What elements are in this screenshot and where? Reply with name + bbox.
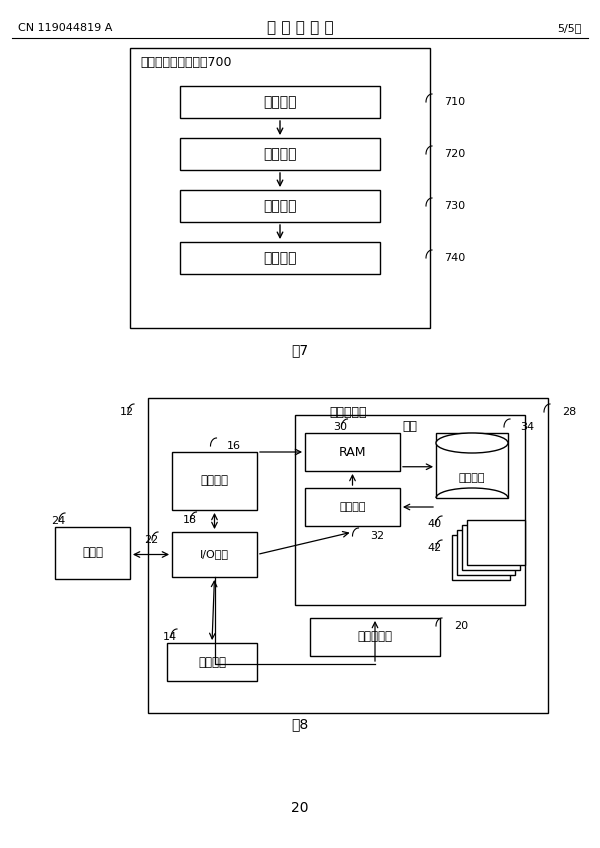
Text: 42: 42 bbox=[428, 543, 442, 553]
Ellipse shape bbox=[436, 433, 508, 453]
Text: I/O接口: I/O接口 bbox=[200, 550, 229, 560]
Text: 显示器: 显示器 bbox=[82, 546, 103, 560]
Text: 16: 16 bbox=[227, 441, 241, 451]
Text: 730: 730 bbox=[444, 201, 465, 211]
Text: 处理单元: 处理单元 bbox=[200, 475, 229, 488]
Text: 720: 720 bbox=[444, 149, 465, 159]
Bar bbox=[172, 452, 257, 510]
Text: RAM: RAM bbox=[339, 445, 366, 459]
Text: 34: 34 bbox=[520, 422, 534, 432]
Text: 配置模块: 配置模块 bbox=[263, 147, 297, 161]
Text: 确定模块: 确定模块 bbox=[263, 95, 297, 109]
Bar bbox=[167, 643, 257, 681]
Bar bbox=[180, 138, 380, 170]
Text: 40: 40 bbox=[428, 519, 442, 529]
Text: 存储系统: 存储系统 bbox=[459, 473, 485, 483]
Text: 28: 28 bbox=[562, 407, 576, 417]
Text: 30: 30 bbox=[334, 422, 347, 432]
Bar bbox=[180, 242, 380, 274]
Text: 判断模块: 判断模块 bbox=[263, 251, 297, 265]
FancyBboxPatch shape bbox=[457, 530, 515, 575]
Text: 计算机设备: 计算机设备 bbox=[329, 405, 367, 419]
Text: CN 119044819 A: CN 119044819 A bbox=[18, 23, 112, 33]
Text: 读取模块: 读取模块 bbox=[263, 199, 297, 213]
Text: 22: 22 bbox=[144, 535, 158, 545]
Text: 说 明 书 附 图: 说 明 书 附 图 bbox=[266, 20, 334, 36]
Text: 高速缓存: 高速缓存 bbox=[339, 502, 366, 512]
Text: 32: 32 bbox=[371, 531, 385, 541]
Bar bbox=[55, 527, 130, 579]
Text: 芯片引脚的测试装罰700: 芯片引脚的测试装罰700 bbox=[140, 55, 232, 69]
Bar bbox=[172, 532, 257, 577]
Text: 5/5页: 5/5页 bbox=[557, 23, 582, 33]
Bar bbox=[148, 398, 548, 713]
Text: 14: 14 bbox=[163, 632, 177, 642]
Text: 外部设备: 外部设备 bbox=[198, 656, 226, 668]
FancyBboxPatch shape bbox=[462, 525, 520, 570]
FancyBboxPatch shape bbox=[452, 535, 510, 580]
Bar bbox=[130, 48, 430, 328]
Text: 20: 20 bbox=[454, 621, 468, 631]
Text: 20: 20 bbox=[291, 801, 309, 815]
Text: 内存: 内存 bbox=[403, 421, 418, 433]
Text: 网络适配器: 网络适配器 bbox=[358, 631, 392, 644]
Bar bbox=[295, 415, 525, 605]
Bar bbox=[180, 86, 380, 118]
Text: 24: 24 bbox=[51, 516, 65, 526]
Bar bbox=[180, 190, 380, 222]
Text: 710: 710 bbox=[444, 97, 465, 107]
Bar bbox=[436, 433, 508, 498]
Text: 12: 12 bbox=[120, 407, 134, 417]
Text: 图8: 图8 bbox=[292, 717, 308, 731]
Bar bbox=[305, 488, 400, 526]
Text: 图7: 图7 bbox=[292, 343, 308, 357]
Text: 740: 740 bbox=[444, 253, 465, 263]
Bar bbox=[305, 433, 400, 471]
Bar bbox=[310, 618, 440, 656]
Text: 18: 18 bbox=[182, 515, 197, 525]
FancyBboxPatch shape bbox=[467, 520, 525, 565]
